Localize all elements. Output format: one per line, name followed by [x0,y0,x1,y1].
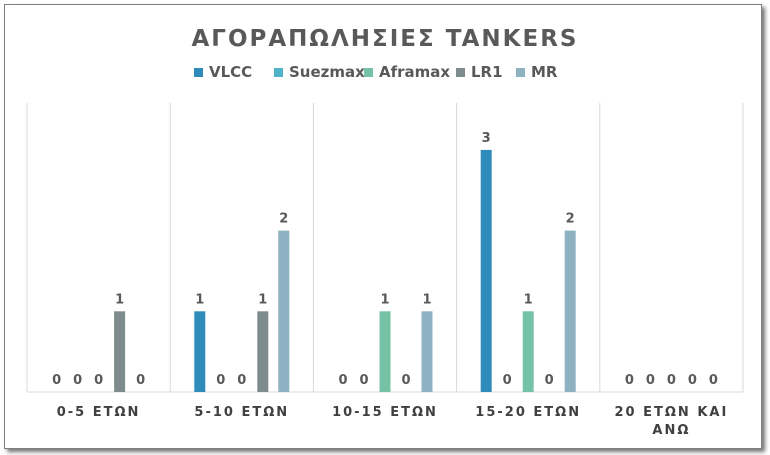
data-label-suezmax-0: 0 [73,373,82,388]
bar-mr-2 [421,311,433,392]
legend-swatch-aframax [364,68,373,77]
data-label-aframax-0: 0 [94,373,103,388]
legend-swatch-lr1 [456,68,465,77]
data-label-vlcc-0: 0 [52,373,61,388]
chart-title: ΑΓΟΡΑΠΩΛΗΣΙΕΣ TANKERS [192,26,579,52]
data-label-mr-4: 0 [709,373,718,388]
data-label-suezmax-2: 0 [359,373,368,388]
legend-label-suezmax: Suezmax [289,63,365,81]
data-label-mr-2: 1 [422,292,431,307]
data-label-lr1-3: 0 [545,373,554,388]
bar-vlcc-3 [480,149,492,392]
chart-legend: VLCC Suezmax Aframax LR1 MR [194,63,558,81]
data-label-vlcc-3: 3 [482,131,491,146]
bar-mr-1 [278,230,290,392]
bar-lr1-0 [114,311,126,392]
category-label: 5-10 ΕΤΩΝ [194,405,289,420]
data-label-mr-1: 2 [279,212,288,227]
data-label-aframax-4: 0 [667,373,676,388]
bar-vlcc-1 [194,311,206,392]
legend-label-lr1: LR1 [471,63,503,81]
data-label-lr1-4: 0 [688,373,697,388]
data-label-vlcc-4: 0 [625,373,634,388]
data-label-lr1-2: 0 [401,373,410,388]
category-label: 20 ΕΤΩΝ ΚΑΙ [615,405,729,420]
legend-label-vlcc: VLCC [209,63,252,81]
data-label-mr-3: 2 [566,212,575,227]
legend-label-aframax: Aframax [379,63,450,81]
data-label-aframax-3: 1 [524,292,533,307]
bar-mr-3 [564,230,576,392]
legend-label-mr: MR [531,63,558,81]
category-label: 15-20 ΕΤΩΝ [475,405,581,420]
bar-aframax-3 [522,311,534,392]
data-label-lr1-0: 1 [115,292,124,307]
data-label-mr-0: 0 [136,373,145,388]
data-label-aframax-1: 0 [237,373,246,388]
data-label-lr1-1: 1 [258,292,267,307]
legend-swatch-mr [516,68,525,77]
legend-swatch-suezmax [274,68,283,77]
data-label-aframax-2: 1 [380,292,389,307]
category-label: ΑΝΩ [652,423,690,438]
data-label-suezmax-1: 0 [216,373,225,388]
bar-aframax-2 [379,311,391,392]
data-label-vlcc-2: 0 [338,373,347,388]
bar-lr1-1 [257,311,269,392]
category-label: 0-5 ΕΤΩΝ [57,405,141,420]
data-label-suezmax-4: 0 [646,373,655,388]
legend-swatch-vlcc [194,68,203,77]
data-label-suezmax-3: 0 [503,373,512,388]
category-label: 10-15 ΕΤΩΝ [332,405,438,420]
data-label-vlcc-1: 1 [195,292,204,307]
